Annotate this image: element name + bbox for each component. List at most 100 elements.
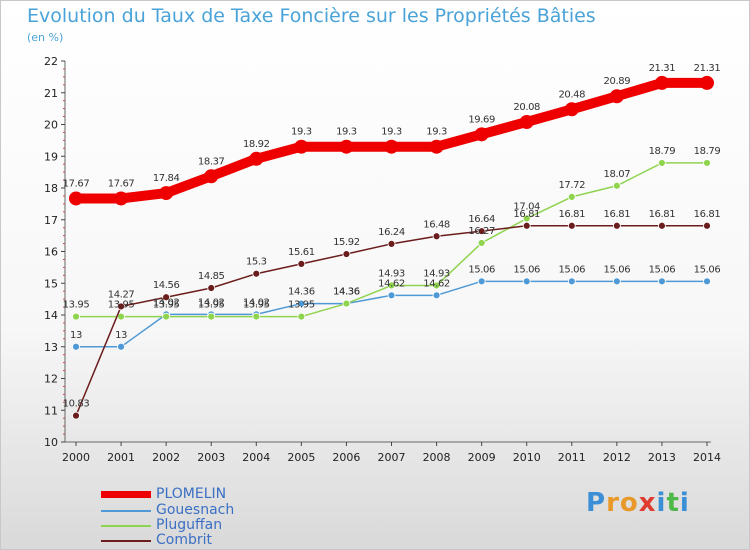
data-label-pluguffan: 14.93 [423, 268, 450, 279]
data-point-pluguffan [162, 312, 171, 321]
data-label-combrit: 16.64 [468, 214, 495, 225]
data-label-gouesnach: 13 [70, 330, 82, 341]
y-tick-label: 11 [44, 404, 58, 417]
data-point-pluguffan [207, 312, 216, 321]
data-label-plomelin: 19.3 [291, 127, 312, 138]
x-tick-label: 2003 [197, 451, 225, 464]
data-label-gouesnach: 14.62 [378, 278, 405, 289]
data-label-plomelin: 21.31 [694, 63, 721, 74]
data-point-plomelin [429, 139, 444, 154]
data-point-combrit [387, 239, 396, 248]
data-label-plomelin: 19.3 [381, 127, 402, 138]
data-point-pluguffan [658, 159, 666, 167]
data-point-gouesnach [297, 299, 306, 308]
y-tick-label: 12 [44, 373, 58, 386]
series-line-combrit [75, 225, 708, 417]
y-tick-label: 21 [44, 87, 58, 100]
data-label-plomelin: 17.67 [63, 178, 90, 189]
data-label-pluguffan: 18.79 [694, 146, 721, 157]
data-point-plomelin [69, 191, 83, 206]
data-label-combrit: 15.61 [288, 247, 315, 258]
data-label-combrit: 16.81 [694, 209, 721, 220]
data-point-combrit [252, 269, 261, 278]
data-label-gouesnach: 15.06 [649, 264, 676, 275]
data-label-pluguffan: 18.07 [604, 169, 631, 180]
data-point-plomelin [384, 139, 399, 154]
y-tick-label: 18 [44, 182, 58, 195]
data-label-combrit: 16.81 [649, 209, 676, 220]
data-point-combrit [567, 221, 576, 230]
data-label-gouesnach: 15.06 [694, 264, 721, 275]
data-label-gouesnach: 14.02 [198, 297, 225, 308]
x-tick-label: 2001 [107, 451, 135, 464]
data-label-plomelin: 19.3 [336, 127, 357, 138]
y-tick-label: 14 [44, 309, 58, 322]
x-tick-label: 2000 [62, 451, 90, 464]
data-point-combrit [297, 259, 306, 268]
data-point-combrit [72, 411, 80, 420]
data-point-gouesnach [612, 277, 621, 286]
data-point-combrit [703, 221, 711, 230]
legend-label-pluguffan: Pluguffan [156, 517, 223, 533]
legend-label-gouesnach: Gouesnach [156, 502, 235, 518]
data-point-gouesnach [117, 342, 125, 351]
data-label-pluguffan: 17.04 [513, 201, 540, 212]
data-label-plomelin: 17.84 [153, 173, 180, 184]
data-point-plomelin [159, 186, 174, 201]
data-label-pluguffan: 13.95 [288, 300, 315, 311]
y-tick-label: 10 [44, 436, 58, 449]
data-label-plomelin: 20.48 [558, 89, 585, 100]
legend-label-plomelin: PLOMELIN [156, 486, 227, 502]
y-tick-label: 20 [44, 119, 58, 132]
chart-title: Evolution du Taux de Taxe Foncière sur l… [27, 5, 596, 27]
data-label-plomelin: 18.37 [198, 156, 225, 167]
logo-letter: i [656, 488, 667, 518]
legend-swatch-combrit [101, 540, 151, 542]
logo-letter: P [586, 488, 607, 518]
data-point-combrit [207, 284, 216, 292]
data-point-plomelin [474, 127, 489, 142]
data-label-combrit: 15.92 [333, 237, 360, 248]
data-point-plomelin [564, 102, 579, 117]
data-point-gouesnach [432, 291, 441, 300]
data-point-gouesnach [522, 277, 531, 286]
data-point-plomelin [204, 169, 219, 184]
data-point-combrit [477, 227, 486, 236]
data-label-plomelin: 19.69 [468, 114, 495, 125]
data-point-plomelin [114, 191, 129, 206]
data-point-plomelin [519, 114, 534, 129]
data-label-combrit: 16.24 [378, 227, 405, 238]
data-label-gouesnach: 15.06 [513, 264, 540, 275]
data-label-combrit: 16.81 [513, 209, 540, 220]
x-tick-label: 2008 [423, 451, 451, 464]
x-tick-label: 2004 [242, 451, 270, 464]
x-tick-label: 2009 [468, 451, 496, 464]
data-label-gouesnach: 14.62 [423, 278, 450, 289]
data-point-combrit [117, 302, 125, 311]
y-tick-label: 16 [44, 246, 58, 259]
data-point-pluguffan [342, 299, 351, 308]
data-point-combrit [658, 221, 666, 230]
data-label-pluguffan: 13.95 [153, 300, 180, 311]
data-point-gouesnach [72, 342, 80, 351]
data-label-pluguffan: 14.36 [333, 287, 360, 298]
y-tick-label: 17 [44, 214, 58, 227]
data-point-pluguffan [432, 281, 441, 290]
x-tick-label: 2012 [603, 451, 631, 464]
y-tick-label: 15 [44, 277, 58, 290]
x-tick-label: 2005 [287, 451, 315, 464]
logo-letter: t [666, 488, 680, 518]
x-tick-label: 2014 [693, 451, 721, 464]
data-point-pluguffan [297, 312, 306, 321]
data-point-combrit [612, 221, 621, 230]
data-point-pluguffan [72, 312, 80, 321]
legend-label-combrit: Combrit [156, 532, 212, 548]
y-tick-label: 13 [44, 341, 58, 354]
data-label-combrit: 14.27 [108, 289, 135, 300]
data-point-plomelin [700, 75, 714, 90]
data-point-pluguffan [567, 192, 576, 201]
data-label-plomelin: 20.89 [604, 76, 631, 87]
data-point-combrit [432, 232, 441, 241]
